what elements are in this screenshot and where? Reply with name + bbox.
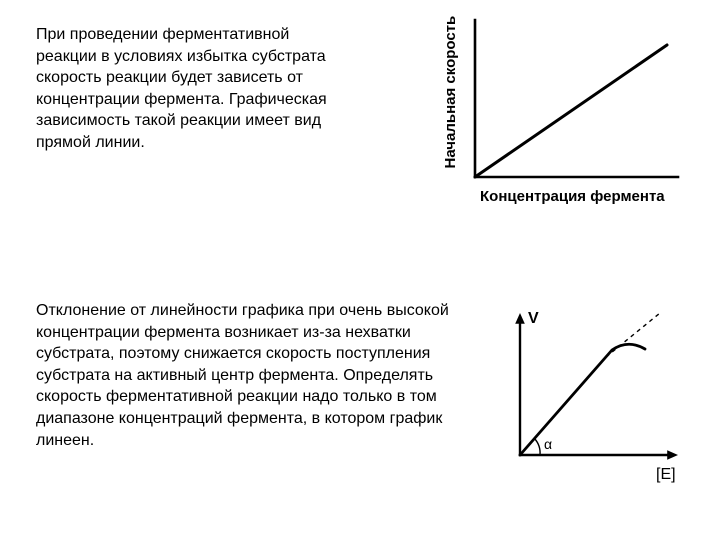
paragraph-top: При проведении ферментативной реакции в …	[36, 24, 346, 154]
chart-deviation: V [E] α	[490, 305, 700, 485]
chart1-xlabel: Концентрация фермента	[480, 188, 665, 205]
page: При проведении ферментативной реакции в …	[0, 0, 720, 540]
chart1-ylabel: Начальная скорость	[442, 16, 459, 169]
chart-linear: Начальная скорость Концентрация фермента	[420, 12, 700, 212]
chart2-alpha-label: α	[544, 436, 552, 452]
chart2-ylabel: V	[528, 310, 539, 327]
chart2-xlabel: [E]	[656, 466, 676, 483]
paragraph-bottom: Отклонение от линейности графика при оче…	[36, 300, 456, 451]
